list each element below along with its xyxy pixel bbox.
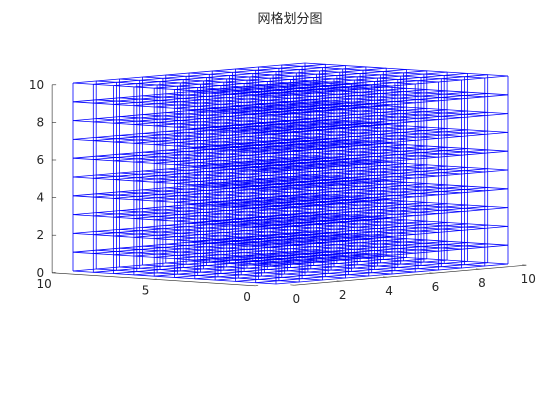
x-tick-label: 2	[339, 288, 347, 302]
z-tick-label: 2	[36, 228, 44, 242]
x-tick-label: 6	[432, 280, 440, 294]
z-tick-label: 0	[36, 266, 44, 280]
x-tick-label: 4	[385, 284, 393, 298]
x-tick-label: 8	[478, 276, 486, 290]
z-tick-label: 8	[36, 115, 44, 129]
y-tick-label: 5	[142, 283, 150, 297]
z-tick-label: 10	[29, 78, 44, 92]
x-tick-label: 10	[521, 272, 536, 286]
x-tick-label: 0	[292, 292, 300, 306]
y-tick-label: 10	[36, 277, 51, 291]
chart-title: 网格划分图	[257, 11, 322, 27]
z-tick-label: 4	[36, 191, 44, 205]
x-axis-line	[294, 264, 527, 286]
z-tick-label: 6	[36, 153, 44, 167]
y-tick-label: 0	[243, 290, 251, 304]
mesh-lines	[72, 62, 509, 285]
